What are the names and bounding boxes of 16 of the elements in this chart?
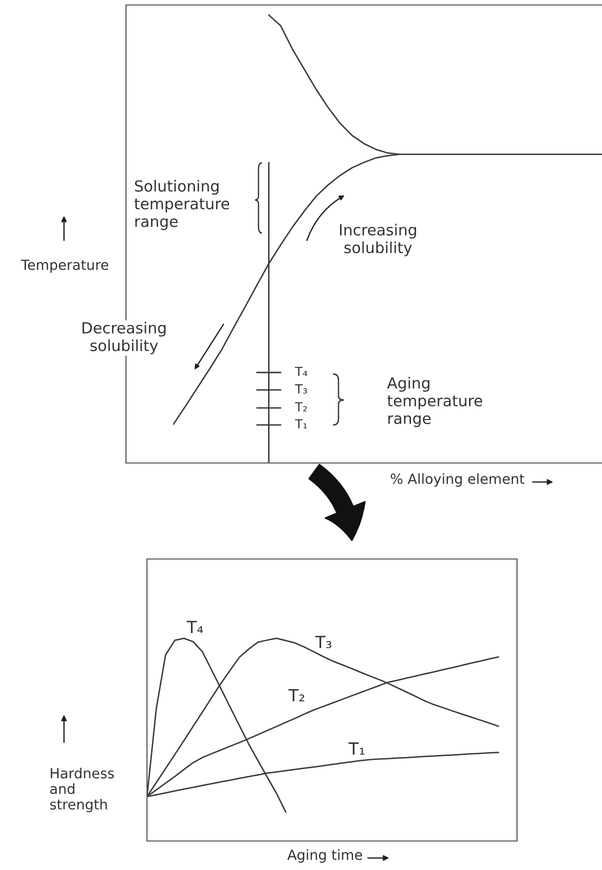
annotation: Aging temperature range [387,376,482,428]
series-label: T₃ [294,384,307,394]
y-axis-title: Hardness and strength [50,768,114,812]
series-label: T₂ [294,402,307,412]
x-axis-title: Aging time [287,849,362,863]
series-label: T₂ [288,689,304,702]
x-axis-title: % Alloying element [390,473,524,487]
annotation: Increasing solubility [340,224,416,256]
series-label: T₁ [294,419,307,428]
series-label: T₄ [186,620,204,634]
series-label: T₄ [294,366,308,376]
y-axis-title: Temperature [20,260,108,273]
annotation: Solutioning temperature range [134,180,230,230]
annotation: Decreasing solubility [82,322,166,354]
series-label: T₁ [348,742,364,755]
series-label: T₃ [315,636,332,648]
